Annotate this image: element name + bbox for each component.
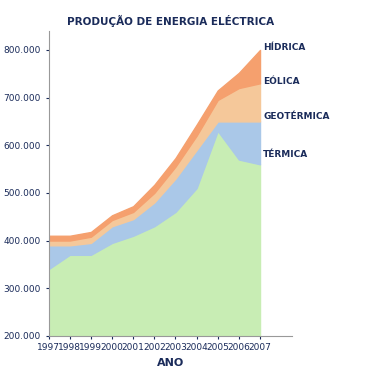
- Text: TÉRMICA: TÉRMICA: [263, 150, 309, 159]
- X-axis label: ANO: ANO: [157, 358, 184, 368]
- Title: PRODUÇÃO DE ENERGIA ELÉCTRICA: PRODUÇÃO DE ENERGIA ELÉCTRICA: [67, 15, 274, 27]
- Text: EÓLICA: EÓLICA: [263, 77, 300, 86]
- Text: GEOTÉRMICA: GEOTÉRMICA: [263, 112, 330, 121]
- Text: HÍDRICA: HÍDRICA: [263, 42, 306, 52]
